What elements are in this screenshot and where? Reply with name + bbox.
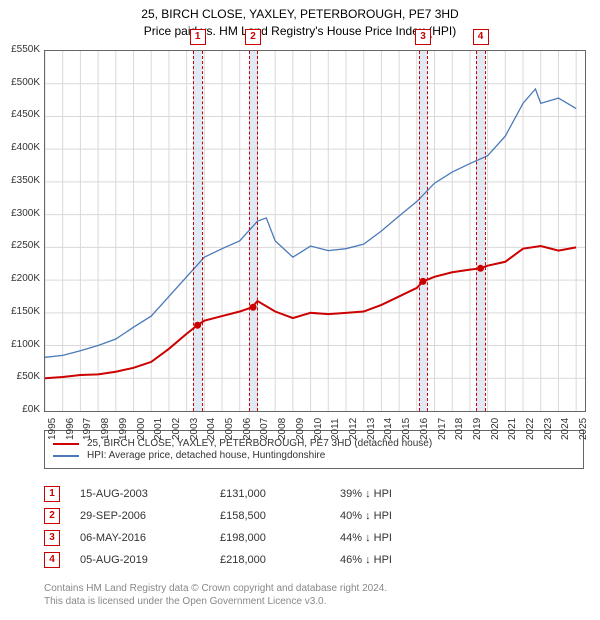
sale-date: 05-AUG-2019 <box>80 554 220 566</box>
x-axis-label: 2022 <box>525 418 536 440</box>
y-axis-label: £0K <box>0 404 40 415</box>
sale-date: 15-AUG-2003 <box>80 488 220 500</box>
sale-hpi: 44% ↓ HPI <box>340 532 460 544</box>
sales-row: 4 05-AUG-2019£218,00046% ↓ HPI <box>44 552 584 568</box>
marker-number: 3 <box>415 29 431 45</box>
marker-number: 2 <box>245 29 261 45</box>
sales-marker: 3 <box>44 530 60 546</box>
sale-date: 29-SEP-2006 <box>80 510 220 522</box>
x-axis-label: 2006 <box>242 418 253 440</box>
title-line1: 25, BIRCH CLOSE, YAXLEY, PETERBOROUGH, P… <box>0 6 600 23</box>
marker-dash <box>476 51 477 411</box>
marker-number: 1 <box>190 29 206 45</box>
sale-hpi: 46% ↓ HPI <box>340 554 460 566</box>
x-axis-label: 2008 <box>277 418 288 440</box>
footer-line2: This data is licensed under the Open Gov… <box>44 595 584 608</box>
marker-dash <box>419 51 420 411</box>
y-axis-label: £100K <box>0 339 40 350</box>
x-axis-label: 2023 <box>543 418 554 440</box>
y-axis-label: £300K <box>0 208 40 219</box>
x-axis-label: 1996 <box>65 418 76 440</box>
marker-dash <box>193 51 194 411</box>
sale-price: £198,000 <box>220 532 340 544</box>
marker-dash <box>202 51 203 411</box>
x-axis-label: 2005 <box>224 418 235 440</box>
sales-row: 1 15-AUG-2003£131,00039% ↓ HPI <box>44 486 584 502</box>
y-axis-label: £150K <box>0 306 40 317</box>
x-axis-label: 2013 <box>366 418 377 440</box>
x-axis-label: 2001 <box>153 418 164 440</box>
sale-price: £158,500 <box>220 510 340 522</box>
x-axis-label: 2015 <box>401 418 412 440</box>
sales-row: 3 06-MAY-2016£198,00044% ↓ HPI <box>44 530 584 546</box>
x-axis-label: 1998 <box>100 418 111 440</box>
x-axis-label: 2021 <box>507 418 518 440</box>
sale-price: £131,000 <box>220 488 340 500</box>
x-axis-label: 1995 <box>47 418 58 440</box>
title-line2: Price paid vs. HM Land Registry's House … <box>0 23 600 40</box>
x-axis-label: 2018 <box>454 418 465 440</box>
sale-hpi: 40% ↓ HPI <box>340 510 460 522</box>
marker-number: 4 <box>473 29 489 45</box>
sales-table: 1 15-AUG-2003£131,00039% ↓ HPI 2 29-SEP-200… <box>44 480 584 574</box>
x-axis-label: 2010 <box>313 418 324 440</box>
legend-row-hpi: HPI: Average price, detached house, Hunt… <box>53 450 575 461</box>
x-axis-label: 2024 <box>560 418 571 440</box>
y-axis-label: £550K <box>0 44 40 55</box>
x-axis-label: 1997 <box>82 418 93 440</box>
x-axis-label: 1999 <box>118 418 129 440</box>
legend-swatch-hpi <box>53 455 79 457</box>
x-axis-label: 2009 <box>295 418 306 440</box>
marker-dash <box>249 51 250 411</box>
sales-row: 2 29-SEP-2006£158,50040% ↓ HPI <box>44 508 584 524</box>
legend-label-hpi: HPI: Average price, detached house, Hunt… <box>87 450 325 461</box>
footer: Contains HM Land Registry data © Crown c… <box>44 582 584 608</box>
marker-dash <box>257 51 258 411</box>
x-axis-label: 2007 <box>259 418 270 440</box>
y-axis-label: £250K <box>0 240 40 251</box>
x-axis-label: 2017 <box>437 418 448 440</box>
x-axis-label: 2020 <box>490 418 501 440</box>
x-axis-label: 2012 <box>348 418 359 440</box>
y-axis-label: £200K <box>0 273 40 284</box>
sale-date: 06-MAY-2016 <box>80 532 220 544</box>
sales-marker: 4 <box>44 552 60 568</box>
x-axis-label: 2011 <box>330 418 341 440</box>
x-axis-label: 2004 <box>206 418 217 440</box>
y-axis-label: £50K <box>0 371 40 382</box>
x-axis-label: 2003 <box>189 418 200 440</box>
x-axis-label: 2000 <box>136 418 147 440</box>
legend-swatch-price <box>53 443 79 445</box>
sales-marker: 1 <box>44 486 60 502</box>
y-axis-label: £500K <box>0 77 40 88</box>
y-axis-label: £400K <box>0 142 40 153</box>
y-axis-label: £450K <box>0 109 40 120</box>
x-axis-label: 2019 <box>472 418 483 440</box>
y-axis-label: £350K <box>0 175 40 186</box>
x-axis-label: 2025 <box>578 418 589 440</box>
x-axis-label: 2002 <box>171 418 182 440</box>
sale-hpi: 39% ↓ HPI <box>340 488 460 500</box>
marker-dash <box>427 51 428 411</box>
footer-line1: Contains HM Land Registry data © Crown c… <box>44 582 584 595</box>
chart-title: 25, BIRCH CLOSE, YAXLEY, PETERBOROUGH, P… <box>0 0 600 40</box>
marker-dash <box>485 51 486 411</box>
sale-price: £218,000 <box>220 554 340 566</box>
sales-marker: 2 <box>44 508 60 524</box>
chart-area: 1234 <box>44 50 586 412</box>
x-axis-label: 2016 <box>419 418 430 440</box>
chart-svg <box>45 51 585 411</box>
x-axis-label: 2014 <box>383 418 394 440</box>
